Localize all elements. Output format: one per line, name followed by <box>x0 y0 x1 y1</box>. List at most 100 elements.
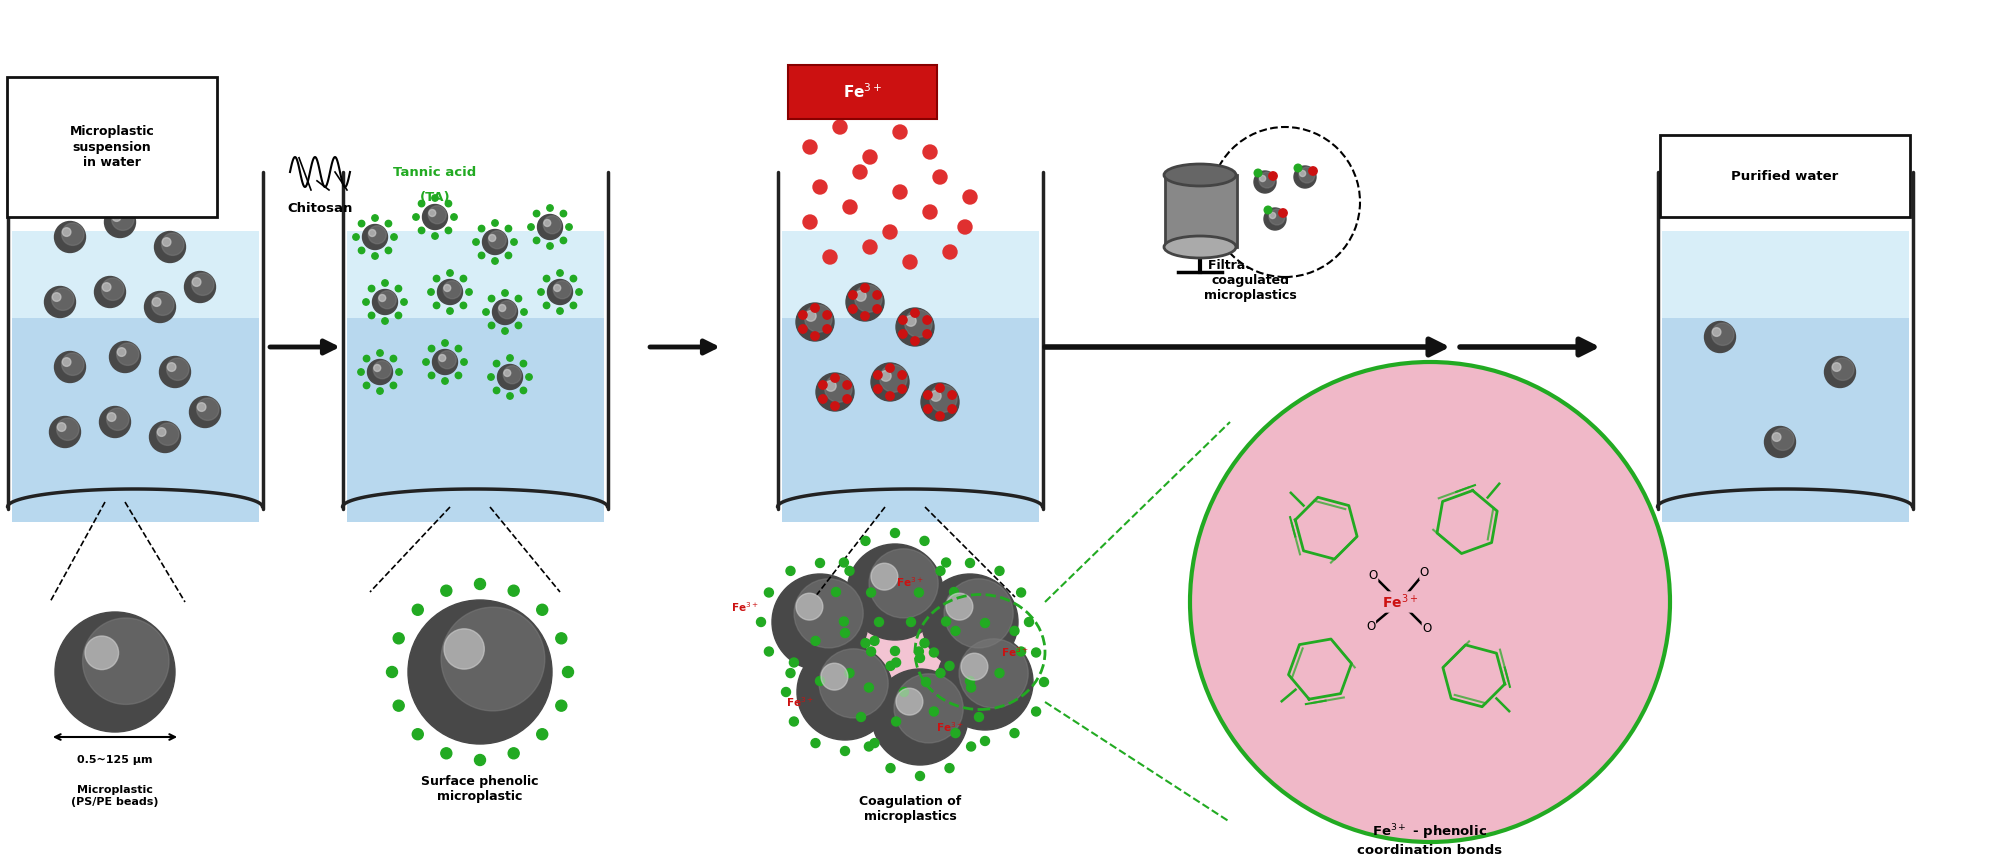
Circle shape <box>52 288 74 310</box>
Circle shape <box>367 359 391 385</box>
Circle shape <box>823 250 837 264</box>
Circle shape <box>1770 428 1792 451</box>
Text: Fe$^{3+}$: Fe$^{3+}$ <box>1381 593 1417 611</box>
Circle shape <box>482 230 508 255</box>
Circle shape <box>965 676 973 686</box>
Circle shape <box>554 285 560 291</box>
Circle shape <box>1299 171 1305 177</box>
Circle shape <box>528 224 534 231</box>
Circle shape <box>929 707 937 716</box>
Circle shape <box>492 299 518 325</box>
Circle shape <box>385 247 391 254</box>
Circle shape <box>44 286 76 317</box>
Circle shape <box>995 566 1004 575</box>
FancyBboxPatch shape <box>347 318 604 522</box>
Circle shape <box>363 299 369 305</box>
Circle shape <box>112 208 134 231</box>
Circle shape <box>885 364 893 372</box>
Circle shape <box>1010 626 1018 635</box>
Circle shape <box>857 712 865 722</box>
Circle shape <box>943 578 1014 648</box>
Circle shape <box>544 219 550 226</box>
Circle shape <box>62 223 84 245</box>
Text: Fe$^{3+}$: Fe$^{3+}$ <box>895 575 923 589</box>
Circle shape <box>923 330 931 339</box>
Circle shape <box>488 296 494 302</box>
Circle shape <box>444 281 462 299</box>
Circle shape <box>498 364 522 389</box>
Circle shape <box>371 215 377 221</box>
FancyBboxPatch shape <box>1164 175 1236 247</box>
Circle shape <box>819 649 887 718</box>
Circle shape <box>516 322 522 328</box>
Circle shape <box>82 618 169 704</box>
Circle shape <box>478 225 484 231</box>
Circle shape <box>899 330 907 339</box>
Circle shape <box>941 617 949 626</box>
Circle shape <box>861 638 869 648</box>
Circle shape <box>1764 427 1794 458</box>
Circle shape <box>54 351 86 382</box>
Circle shape <box>367 225 385 243</box>
Circle shape <box>193 278 201 286</box>
Circle shape <box>556 270 562 276</box>
Circle shape <box>785 566 795 575</box>
Circle shape <box>1264 207 1270 213</box>
Circle shape <box>819 381 827 389</box>
Circle shape <box>945 662 953 670</box>
FancyBboxPatch shape <box>1660 231 1907 318</box>
Circle shape <box>393 632 403 644</box>
Circle shape <box>448 308 454 315</box>
Circle shape <box>897 385 905 393</box>
Text: Microplastic
(PS/PE beads): Microplastic (PS/PE beads) <box>70 785 159 806</box>
Circle shape <box>891 658 901 667</box>
Circle shape <box>58 423 66 431</box>
Circle shape <box>823 325 831 333</box>
Circle shape <box>432 195 438 201</box>
Circle shape <box>427 372 436 379</box>
Circle shape <box>460 359 468 365</box>
Circle shape <box>811 637 819 645</box>
Circle shape <box>905 310 931 338</box>
Circle shape <box>472 239 480 245</box>
Circle shape <box>1024 618 1034 626</box>
Circle shape <box>395 285 401 291</box>
Circle shape <box>434 303 440 309</box>
Circle shape <box>799 325 807 333</box>
Circle shape <box>353 234 359 240</box>
Circle shape <box>1772 433 1780 441</box>
Circle shape <box>395 369 401 375</box>
Circle shape <box>442 378 448 384</box>
Circle shape <box>442 608 544 710</box>
Circle shape <box>847 544 943 640</box>
Circle shape <box>821 663 847 690</box>
Circle shape <box>899 687 907 697</box>
Circle shape <box>488 322 494 328</box>
FancyBboxPatch shape <box>347 231 604 318</box>
Text: O: O <box>1365 620 1375 633</box>
Circle shape <box>979 736 989 746</box>
Circle shape <box>873 385 881 393</box>
Circle shape <box>197 403 207 411</box>
Circle shape <box>167 358 189 381</box>
Circle shape <box>915 654 923 662</box>
Circle shape <box>959 638 1028 708</box>
Circle shape <box>1032 707 1040 716</box>
Circle shape <box>62 357 70 367</box>
Circle shape <box>945 764 953 773</box>
Circle shape <box>534 237 540 243</box>
Circle shape <box>911 337 919 345</box>
Circle shape <box>506 355 514 361</box>
Circle shape <box>855 291 865 302</box>
Circle shape <box>506 225 512 231</box>
Circle shape <box>510 239 518 245</box>
Circle shape <box>474 754 486 765</box>
Circle shape <box>849 305 857 313</box>
Circle shape <box>843 200 857 214</box>
Text: Microplastic
suspension
in water: Microplastic suspension in water <box>70 125 155 169</box>
Circle shape <box>897 371 905 379</box>
Circle shape <box>1830 363 1840 371</box>
Circle shape <box>1262 208 1284 230</box>
Circle shape <box>423 359 429 365</box>
Circle shape <box>417 201 425 207</box>
